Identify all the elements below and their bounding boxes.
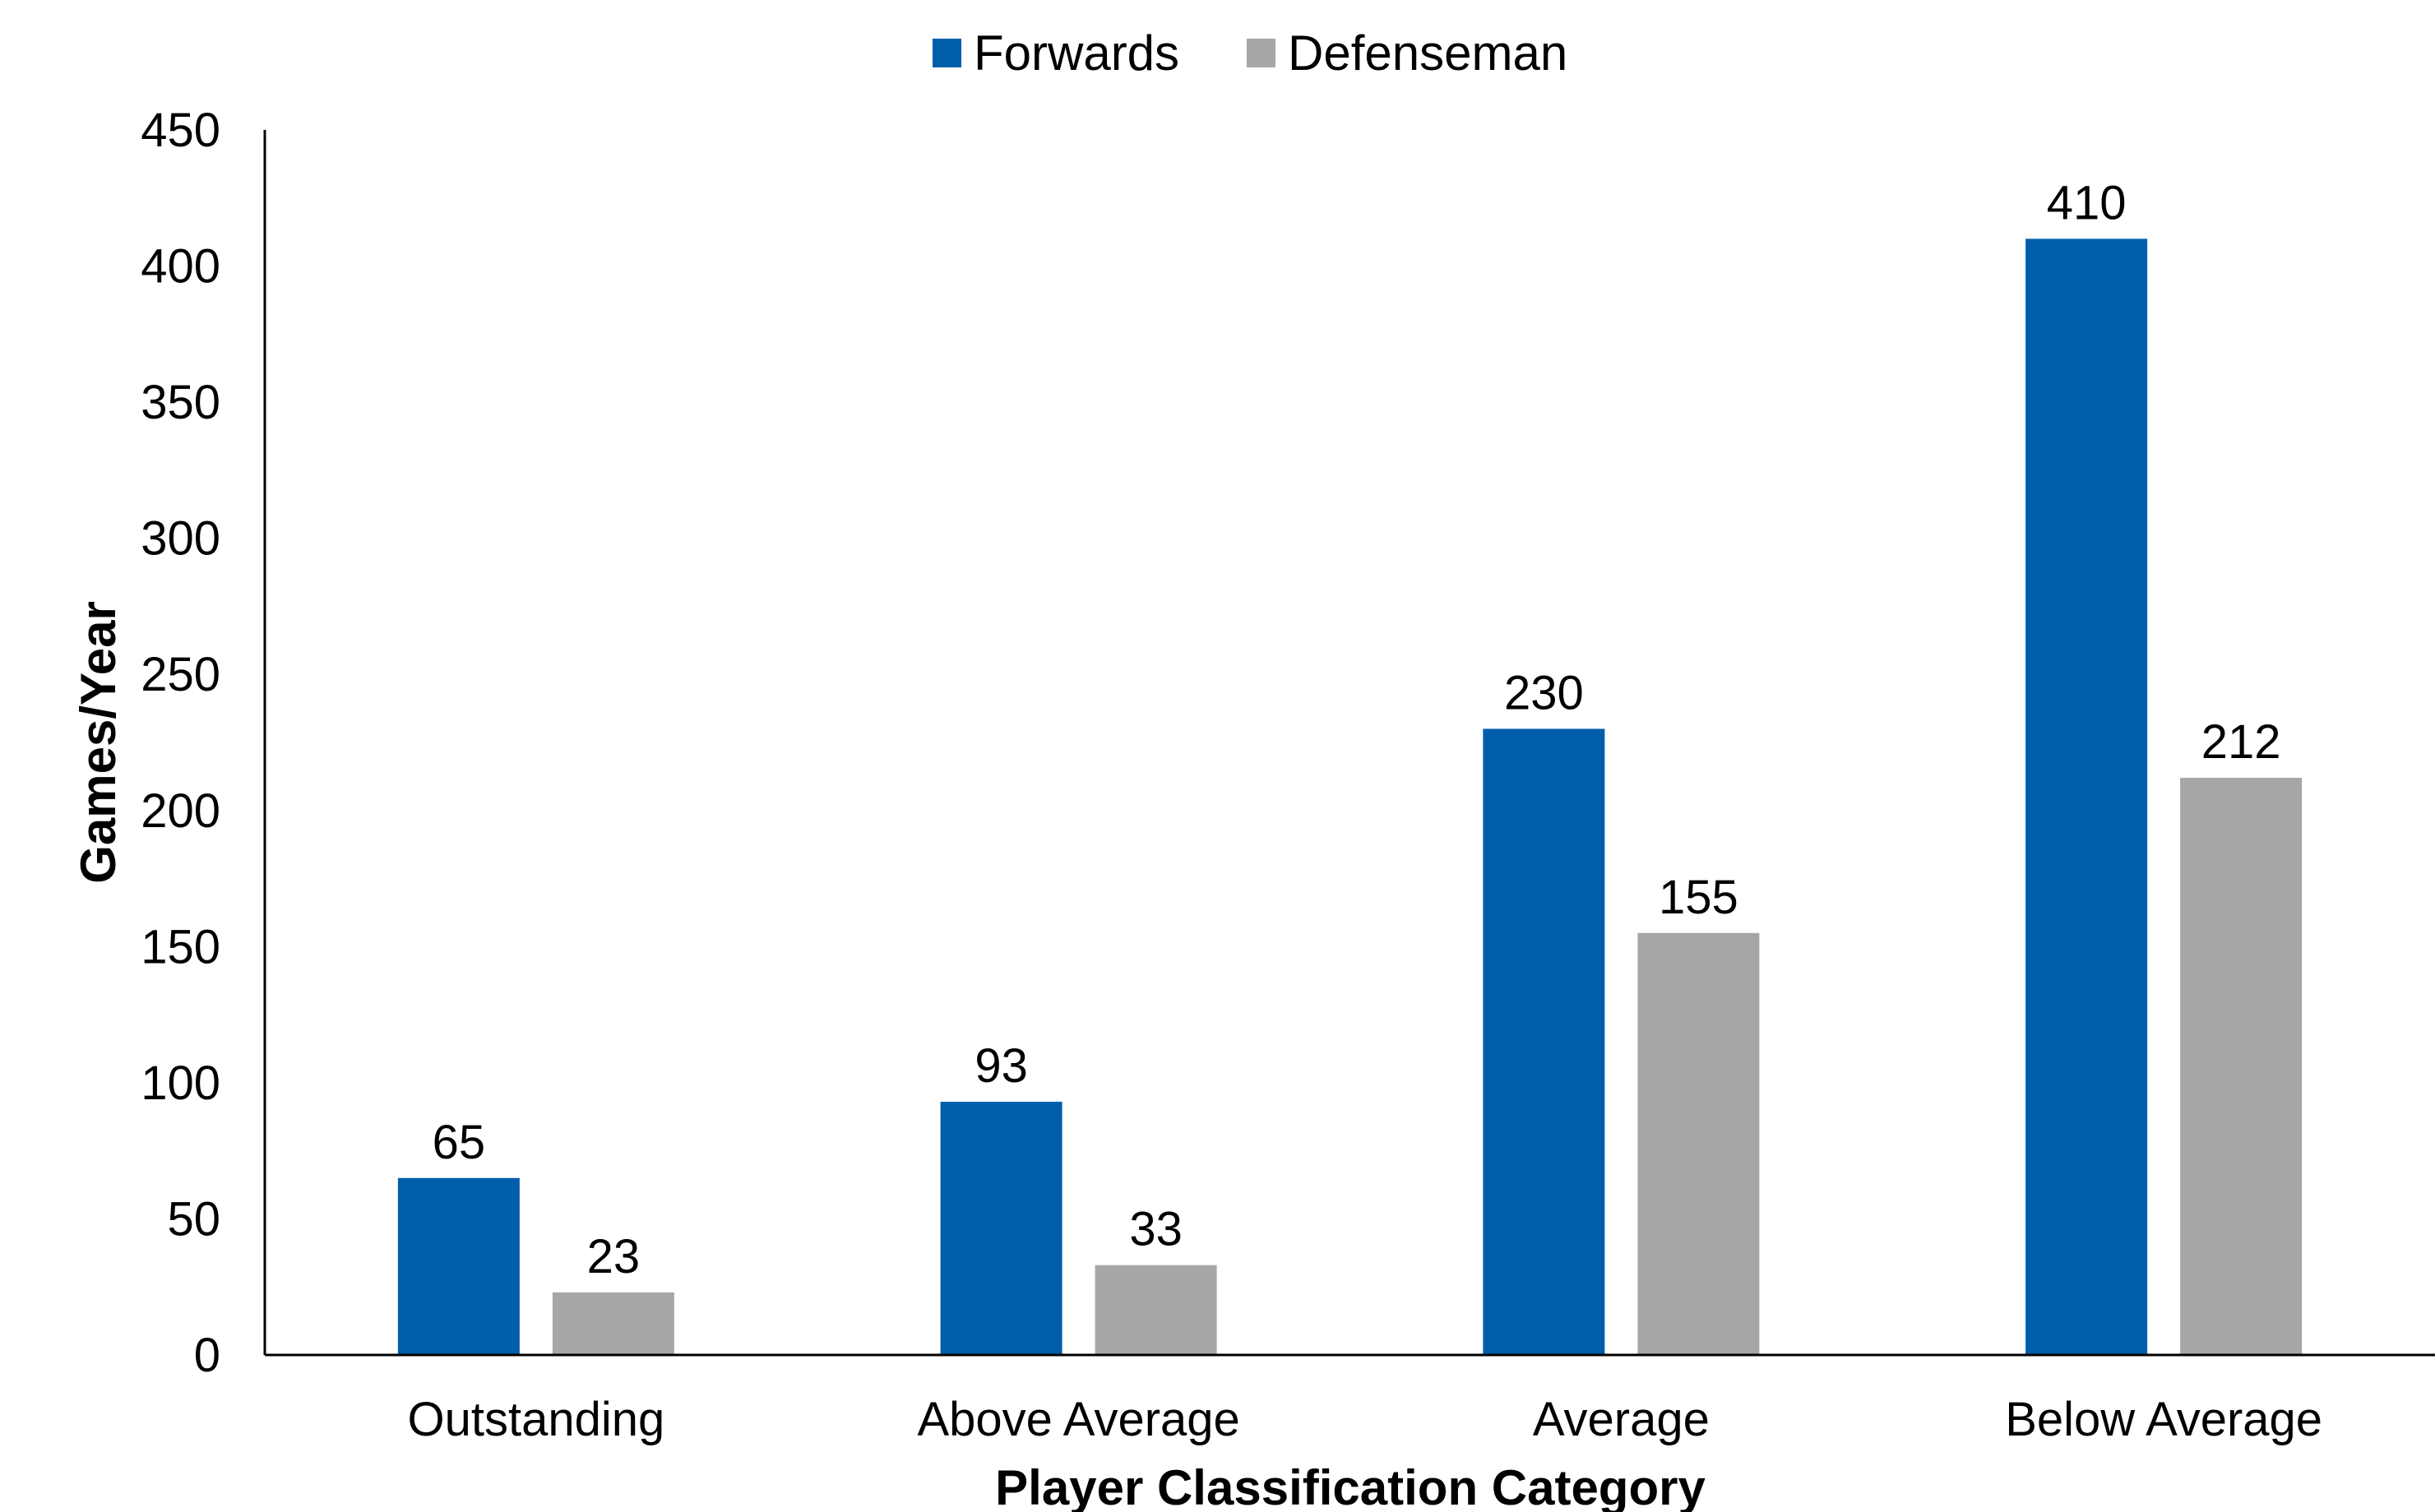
bar-defenseman-average [1637,932,1760,1355]
x-axis-ticks: Outstanding Above Average Average Below Ave… [407,1393,2322,1446]
legend-swatch-forwards [933,39,961,67]
y-tick-label-50: 50 [167,1192,220,1246]
bars [397,238,2303,1355]
y-axis-ticks: 0 50 100 150 200 250 300 350 400 450 [141,104,220,1382]
x-axis-title: Player Classification Category [995,1460,1706,1512]
y-tick-label-200: 200 [141,784,220,838]
data-label-forwards-below-average: 410 [2047,176,2127,229]
y-tick-label-350: 350 [141,376,220,429]
bar-defenseman-outstanding [552,1292,674,1355]
y-tick-label-400: 400 [141,240,220,294]
data-label-defenseman-above-average: 33 [1129,1203,1183,1256]
data-label-forwards-outstanding: 65 [433,1116,486,1169]
y-tick-label-250: 250 [141,648,220,701]
data-label-defenseman-average: 155 [1659,871,1738,924]
x-tick-label-outstanding: Outstanding [407,1393,664,1446]
y-tick-label-100: 100 [141,1057,220,1110]
x-tick-label-below-average: Below Average [2005,1393,2322,1446]
x-tick-label-above-average: Above Average [917,1393,1239,1446]
y-axis-title: Games/Year [71,601,126,884]
legend: Forwards Defenseman [933,25,1567,81]
y-tick-label-0: 0 [194,1329,220,1382]
data-label-defenseman-below-average: 212 [2201,715,2281,769]
y-tick-label-150: 150 [141,920,220,973]
bar-defenseman-below-average [2180,778,2303,1355]
legend-label-forwards: Forwards [974,25,1179,81]
bar-forwards-average [1483,728,1605,1355]
bar-defenseman-above-average [1095,1265,1217,1355]
data-label-defenseman-outstanding: 23 [587,1230,641,1283]
data-label-forwards-average: 230 [1504,666,1584,719]
legend-label-defenseman: Defenseman [1288,25,1567,81]
bar-forwards-below-average [2025,238,2148,1355]
data-label-forwards-above-average: 93 [974,1039,1028,1093]
y-tick-label-300: 300 [141,512,220,566]
bar-forwards-outstanding [397,1177,520,1355]
x-tick-label-average: Average [1533,1393,1710,1446]
legend-swatch-defenseman [1247,39,1275,67]
data-labels: 65 23 93 33 230 155 410 212 [433,176,2281,1283]
y-tick-label-450: 450 [141,104,220,157]
bar-forwards-above-average [940,1102,1062,1355]
